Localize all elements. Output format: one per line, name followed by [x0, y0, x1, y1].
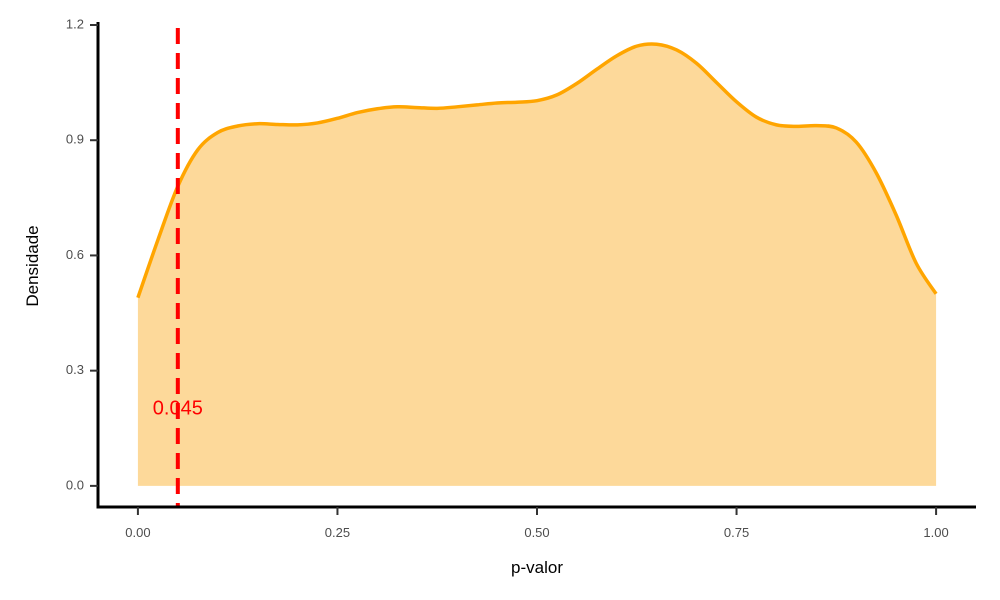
- x-tick-label: 0.50: [524, 525, 549, 540]
- y-axis-title: Densidade: [23, 225, 42, 306]
- y-tick-label: 0.0: [66, 477, 84, 492]
- y-tick-label: 0.6: [66, 247, 84, 262]
- y-tick-label: 0.9: [66, 132, 84, 147]
- x-tick-label: 0.75: [724, 525, 749, 540]
- x-axis-ticks: 0.00 0.25 0.50 0.75 1.00: [125, 507, 949, 540]
- x-tick-label: 0.25: [325, 525, 350, 540]
- y-tick-label: 0.3: [66, 362, 84, 377]
- x-tick-label: 1.00: [923, 525, 948, 540]
- reference-label: 0.045: [153, 397, 203, 419]
- y-axis-ticks: 0.0 0.3 0.6 0.9 1.2: [66, 16, 98, 492]
- x-axis-title: p-valor: [511, 558, 563, 577]
- density-curve: [136, 42, 938, 299]
- y-tick-label: 1.2: [66, 16, 84, 31]
- x-tick-label: 0.00: [125, 525, 150, 540]
- density-area: [137, 43, 937, 486]
